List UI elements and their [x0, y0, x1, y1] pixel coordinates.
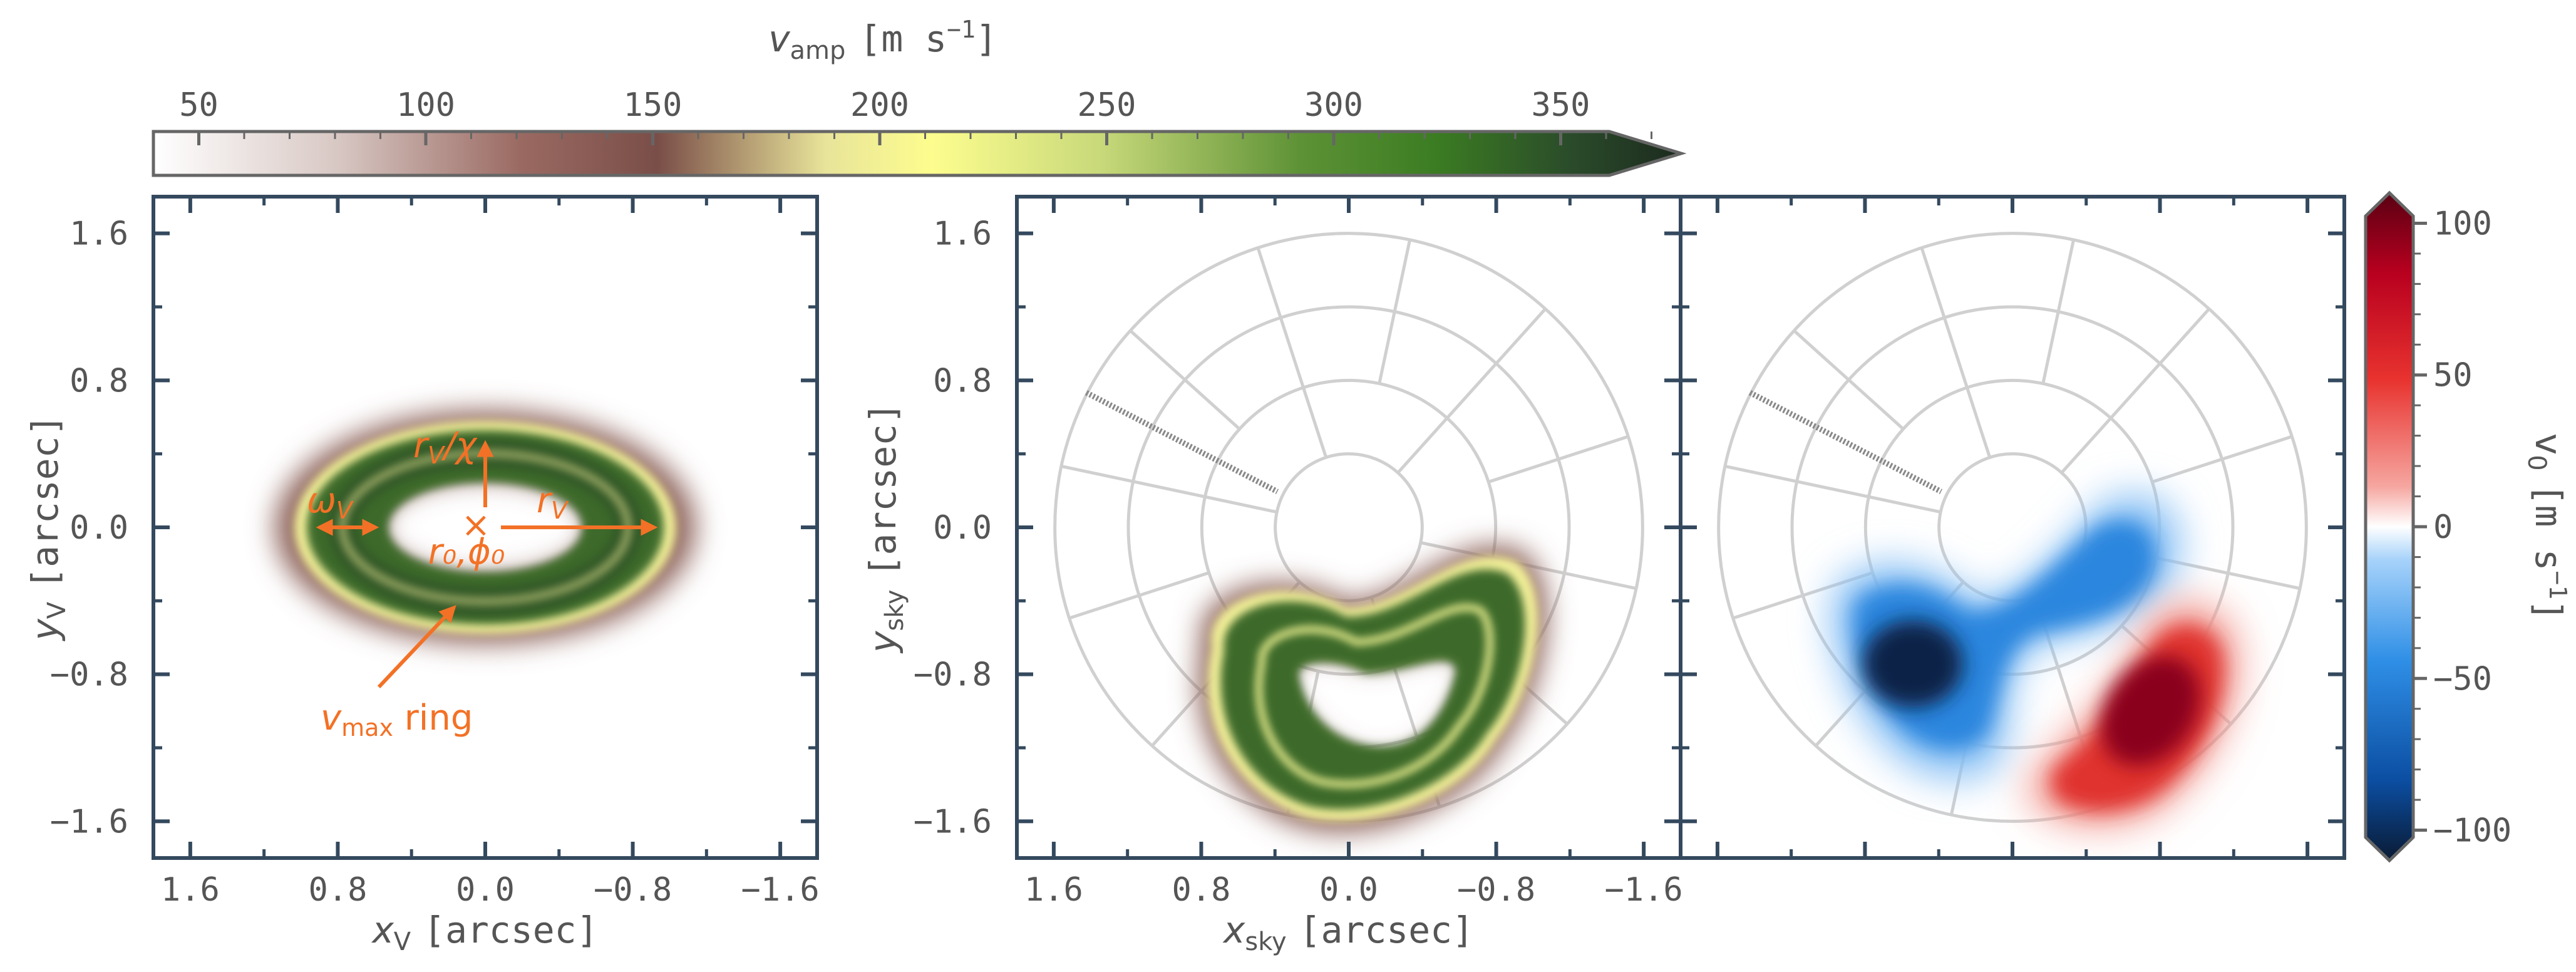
ann-omega: ωV [307, 480, 354, 524]
panel-2: 1.6 0.8 0.0 −0.8 −1.6 1.6 0.8 0.0 −0.8 −1.6 xsky[… [862, 195, 1683, 956]
ann-rv: rV [537, 480, 569, 524]
polar-grid-spoke [1068, 571, 1210, 620]
panel-2-polar-grid [1053, 232, 1644, 823]
right-colorbar-tick-label: −100 [2433, 812, 2512, 850]
panel-1-annotations: × rV/χ ωV rV r₀,ϕ₀ vmax ring [307, 425, 658, 742]
polar-grid-spoke [1061, 464, 1277, 514]
panel-2-ticks: 1.6 0.8 0.0 −0.8 −1.6 1.6 0.8 0.0 −0.8 −1.6 [914, 197, 1683, 909]
polar-grid-circle [1274, 452, 1424, 602]
y-tick-label: 0.8 [933, 362, 992, 400]
ann-rv-chi: rV/χ [413, 425, 478, 469]
right-colorbar-fill [2364, 190, 2415, 863]
x-tick-label: 1.6 [1024, 871, 1083, 909]
polar-grid-circle [1717, 232, 2308, 823]
y-tick-label: 0.0 [70, 509, 128, 547]
panel-2-image [1198, 545, 1547, 832]
top-colorbar-tick-label: 100 [396, 86, 455, 124]
polar-grid-spoke [1396, 308, 1547, 474]
right-colorbar-ticks: 100 50 0 −50 −100 [2413, 205, 2512, 850]
panel-2-ylabel: ysky[arcsec] [862, 402, 909, 654]
panel-3-ticks [1681, 197, 2344, 858]
red-lobe-max [2101, 656, 2201, 766]
panel-3 [1679, 195, 2346, 860]
panel-3-frame [1679, 195, 2346, 860]
top-colorbar-label: vamp [m s−1] [768, 16, 997, 65]
right-colorbar-label: v0[m s−1] [2522, 433, 2572, 621]
right-colorbar-tick-label: 100 [2433, 205, 2492, 242]
x-tick-label: 0.0 [456, 871, 515, 909]
y-tick-label: −0.8 [50, 656, 128, 694]
right-colorbar-tick-label: −50 [2433, 660, 2492, 698]
vmax-arrow [377, 605, 456, 689]
polar-grid-spoke [1488, 435, 1629, 483]
right-colorbar: 100 50 0 −50 −100 v0[m s−1] [2364, 190, 2572, 863]
polar-grid-spoke [1793, 329, 1905, 430]
y-tick-label: −0.8 [914, 656, 992, 694]
y-tick-label: −1.6 [914, 803, 992, 840]
center-cross: × [461, 505, 491, 545]
top-colorbar-tick-label: 300 [1304, 86, 1363, 124]
y-tick-label: 1.6 [70, 215, 128, 253]
panel-2-xlabel: xsky [arcsec] [1222, 909, 1474, 956]
x-tick-label: −1.6 [741, 871, 819, 909]
polar-grid-spoke [1129, 329, 1241, 430]
panel-1: × rV/χ ωV rV r₀,ϕ₀ vmax ring 1.6 0.8 0.0 −0… [24, 195, 820, 956]
polar-grid-circle [1790, 305, 2235, 750]
top-colorbar-tick-label: 200 [850, 86, 909, 124]
polar-grid-circle [1200, 378, 1498, 676]
top-colorbar-tick-label: 150 [624, 86, 683, 124]
polar-grid-spoke [1920, 247, 1992, 458]
x-tick-label: 0.8 [1172, 871, 1230, 909]
top-colorbar-fill [152, 130, 1687, 177]
polar-grid-spoke [1256, 247, 1328, 458]
ann-vmax-ring: vmax ring [321, 698, 473, 742]
y-tick-label: −1.6 [50, 803, 128, 840]
x-tick-label: 0.8 [308, 871, 367, 909]
panel-1-ticks: 1.6 0.8 0.0 −0.8 −1.6 1.6 0.8 0.0 −0.8 −1.6 [50, 197, 820, 909]
polar-grid-spoke [2060, 308, 2210, 474]
y-tick-label: 0.0 [933, 509, 992, 547]
top-colorbar-ticks: 50 100 150 200 250 300 350 [179, 86, 1652, 145]
y-tick-label: 0.8 [70, 362, 128, 400]
top-colorbar-tick-label: 350 [1532, 86, 1590, 124]
x-tick-label: 1.6 [161, 871, 220, 909]
x-tick-label: −0.8 [594, 871, 672, 909]
polar-grid-circle [1053, 232, 1644, 823]
polar-grid-spoke [1724, 464, 1941, 514]
polar-grid-spoke [2151, 435, 2293, 483]
panel-1-ylabel: yV[arcsec] [24, 414, 71, 641]
top-colorbar: vamp [m s−1] 50 100 150 200 250 300 350 [152, 16, 1687, 177]
polar-grid-spoke [2041, 239, 2076, 384]
right-colorbar-tick-label: 0 [2433, 509, 2453, 546]
top-colorbar-tick-label: 250 [1078, 86, 1136, 124]
x-tick-label: −1.6 [1604, 871, 1682, 909]
top-colorbar-tick-label: 50 [179, 86, 219, 124]
y-tick-label: 1.6 [933, 215, 992, 253]
panel-1-image [276, 411, 695, 643]
x-tick-label: −0.8 [1457, 871, 1535, 909]
right-colorbar-tick-label: 50 [2433, 357, 2473, 395]
ann-center: r₀,ϕ₀ [428, 532, 505, 572]
panel-3-image [1830, 493, 2240, 828]
panel-1-xlabel: xV [arcsec] [371, 909, 598, 956]
blue-lobe-min [1863, 620, 1963, 708]
polar-grid-spoke [1378, 239, 1412, 384]
x-tick-label: 0.0 [1319, 871, 1378, 909]
panel-2-vmax-line [1255, 604, 1493, 788]
